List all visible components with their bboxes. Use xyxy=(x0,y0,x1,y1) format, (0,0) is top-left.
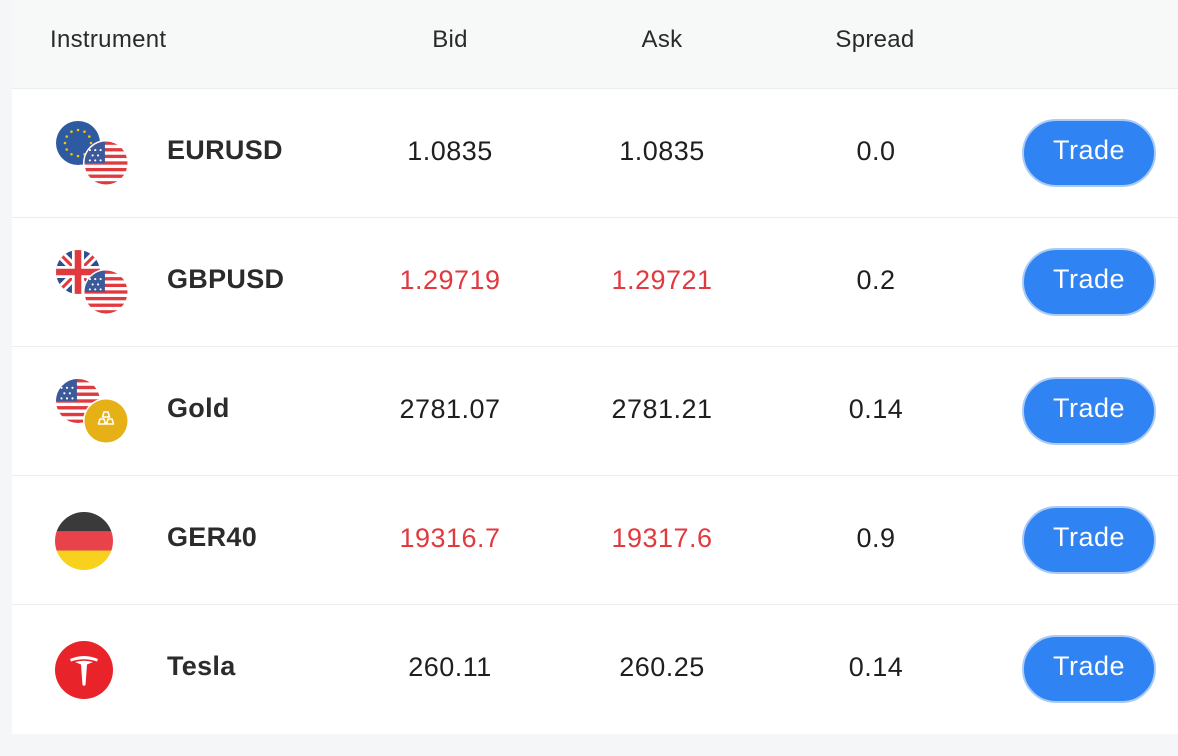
trade-button[interactable]: Trade xyxy=(1022,635,1156,703)
table-row: EURUSD 1.0835 1.0835 0.0 Trade xyxy=(12,89,1178,218)
column-header-spread: Spread xyxy=(835,26,915,53)
instrument-name: Tesla xyxy=(167,651,236,681)
ask-price: 260.25 xyxy=(619,652,705,682)
table-row: GER40 19316.7 19317.6 0.9 Trade xyxy=(12,476,1178,605)
instruments-table: Instrument Bid Ask Spread EURUSD 1. xyxy=(12,0,1178,734)
table-row: Tesla 260.11 260.25 0.14 Trade xyxy=(12,605,1178,734)
bid-price: 1.0835 xyxy=(407,136,493,166)
bid-price: 19316.7 xyxy=(399,523,501,553)
ask-price: 1.0835 xyxy=(619,136,705,166)
instrument-name: GER40 xyxy=(167,522,258,552)
germany-flag-icon xyxy=(55,512,113,570)
instrument-name: Gold xyxy=(167,393,230,423)
trade-button[interactable]: Trade xyxy=(1022,377,1156,445)
trade-button[interactable]: Trade xyxy=(1022,119,1156,187)
spread-value: 0.14 xyxy=(848,394,904,424)
bid-price: 2781.07 xyxy=(399,394,501,424)
instrument-name: GBPUSD xyxy=(167,264,285,294)
column-header-ask: Ask xyxy=(641,26,683,53)
spread-value: 0.14 xyxy=(848,652,904,682)
ask-price: 2781.21 xyxy=(611,394,713,424)
gbp-usd-flags-icon xyxy=(56,250,129,314)
bid-price: 260.11 xyxy=(408,652,492,682)
column-header-bid: Bid xyxy=(432,26,468,53)
table-row: GBPUSD 1.29719 1.29721 0.2 Trade xyxy=(12,218,1178,347)
table-row: Gold 2781.07 2781.21 0.14 Trade xyxy=(12,347,1178,476)
ask-price: 1.29721 xyxy=(611,265,713,295)
usd-gold-icon xyxy=(54,377,129,443)
eur-usd-flags-icon xyxy=(56,121,129,185)
trade-button[interactable]: Trade xyxy=(1022,506,1156,574)
spread-value: 0.0 xyxy=(856,136,896,166)
instrument-name: EURUSD xyxy=(167,135,283,165)
spread-value: 0.2 xyxy=(856,265,896,295)
spread-value: 0.9 xyxy=(856,523,896,553)
table-header: Instrument Bid Ask Spread xyxy=(12,0,1178,89)
bid-price: 1.29719 xyxy=(399,265,501,295)
tesla-logo-icon xyxy=(55,641,113,699)
column-header-instrument: Instrument xyxy=(50,26,167,53)
ask-price: 19317.6 xyxy=(611,523,713,553)
trade-button[interactable]: Trade xyxy=(1022,248,1156,316)
